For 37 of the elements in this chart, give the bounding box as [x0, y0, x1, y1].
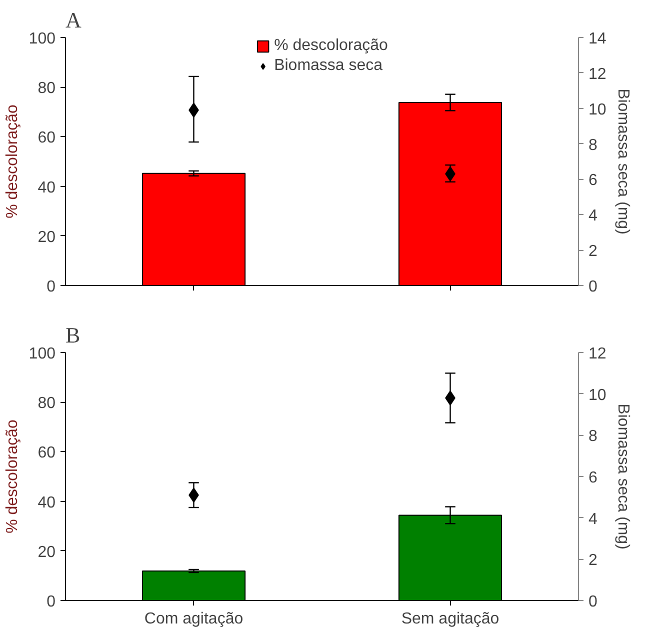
y2-axis-title: Biomassa seca (mg)	[614, 88, 632, 234]
y-tick-label: 20	[38, 228, 56, 246]
y2-tick-label: 0	[588, 278, 598, 296]
y2-tick-label: 6	[588, 172, 598, 190]
legend-label: % descoloração	[274, 37, 388, 55]
legend-label: Biomassa seca	[274, 57, 383, 75]
y-tick-label: 40	[38, 179, 56, 196]
y2-tick-label: 10	[588, 386, 606, 404]
y-tick-label: 60	[38, 444, 56, 462]
y-tick-label: 0	[46, 594, 56, 610]
y2-tick-label: 8	[588, 428, 598, 446]
y2-tick-label: 4	[588, 510, 598, 528]
y2-tick-label: 8	[588, 136, 598, 154]
y2-tick-label: 0	[588, 594, 598, 610]
y-tick-label: 20	[38, 544, 56, 561]
y-axis-title: % descoloração	[4, 419, 21, 534]
y2-tick-label: 14	[588, 30, 606, 48]
y2-tick-label: 10	[588, 101, 606, 118]
chart-title: A	[66, 8, 82, 32]
y-tick-label: 60	[38, 130, 56, 147]
y-tick-label: 80	[38, 395, 56, 412]
y-tick-label: 100	[28, 30, 56, 48]
y-axis-title: % descoloração	[4, 104, 21, 218]
y-tick-label: 40	[38, 494, 56, 512]
y2-tick-label: 2	[588, 552, 598, 570]
y2-tick-label: 12	[588, 346, 606, 362]
x-tick-label: Sem agitação	[401, 610, 500, 628]
x-tick-label: Com agitação	[144, 610, 244, 628]
y-tick-label: 80	[38, 80, 56, 98]
y2-axis-title: Biomassa seca (mg)	[614, 404, 632, 550]
y-tick-label: 100	[28, 346, 56, 362]
chart-title: B	[66, 322, 80, 348]
y-tick-label: 0	[46, 278, 56, 296]
y2-tick-label: 4	[588, 208, 598, 225]
y2-tick-label: 2	[588, 243, 598, 260]
y2-tick-label: 6	[588, 470, 598, 486]
y2-tick-label: 12	[588, 66, 606, 83]
